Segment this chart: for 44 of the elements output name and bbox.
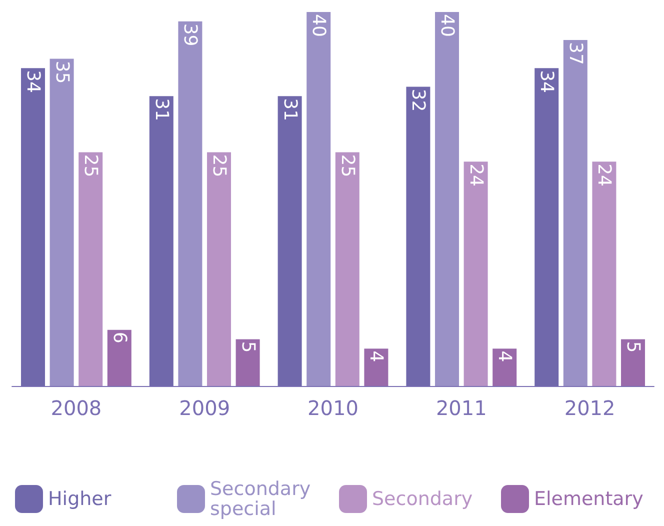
- data-label: 39: [180, 23, 201, 46]
- data-label: 34: [22, 70, 44, 94]
- legend-label: Secondary special: [210, 478, 317, 520]
- data-label: 31: [150, 98, 172, 122]
- legend-label: Higher: [48, 488, 112, 510]
- bar: [178, 21, 202, 386]
- bar: [364, 348, 388, 386]
- bar: [107, 330, 132, 386]
- bar: [464, 162, 488, 386]
- data-label: 24: [465, 164, 486, 187]
- bar: [78, 152, 103, 386]
- data-label: 25: [80, 154, 102, 178]
- x-tick-label: 2009: [179, 396, 230, 420]
- bar: [492, 348, 517, 386]
- data-label: 40: [436, 14, 458, 37]
- bar: [207, 152, 231, 386]
- bar: [50, 58, 74, 386]
- legend-label: Elementary: [534, 488, 644, 510]
- bar: [236, 339, 260, 386]
- data-label: 37: [564, 42, 586, 65]
- x-tick-label: 2010: [308, 396, 358, 420]
- data-label: 5: [237, 341, 258, 353]
- data-label: 31: [279, 98, 300, 122]
- data-label: 40: [308, 14, 330, 37]
- x-tick-label: 2008: [50, 396, 102, 420]
- bar: [592, 162, 616, 386]
- bar: [435, 12, 459, 386]
- data-label: 4: [366, 350, 387, 362]
- data-label: 24: [594, 164, 615, 187]
- bar: [563, 40, 588, 386]
- bar: [621, 339, 645, 386]
- data-label: 4: [494, 350, 516, 362]
- data-label: 35: [51, 60, 72, 84]
- x-tick-label: 2012: [564, 396, 616, 420]
- legend-label: Secondary: [372, 488, 473, 510]
- data-label: 5: [622, 341, 644, 353]
- bar: [335, 152, 360, 386]
- data-label: 32: [408, 88, 429, 112]
- data-label: 25: [336, 154, 358, 178]
- bar: [306, 12, 331, 386]
- data-label: 25: [208, 154, 230, 178]
- data-label: 6: [108, 332, 130, 344]
- data-label: 34: [536, 70, 558, 94]
- x-tick-label: 2011: [436, 396, 487, 420]
